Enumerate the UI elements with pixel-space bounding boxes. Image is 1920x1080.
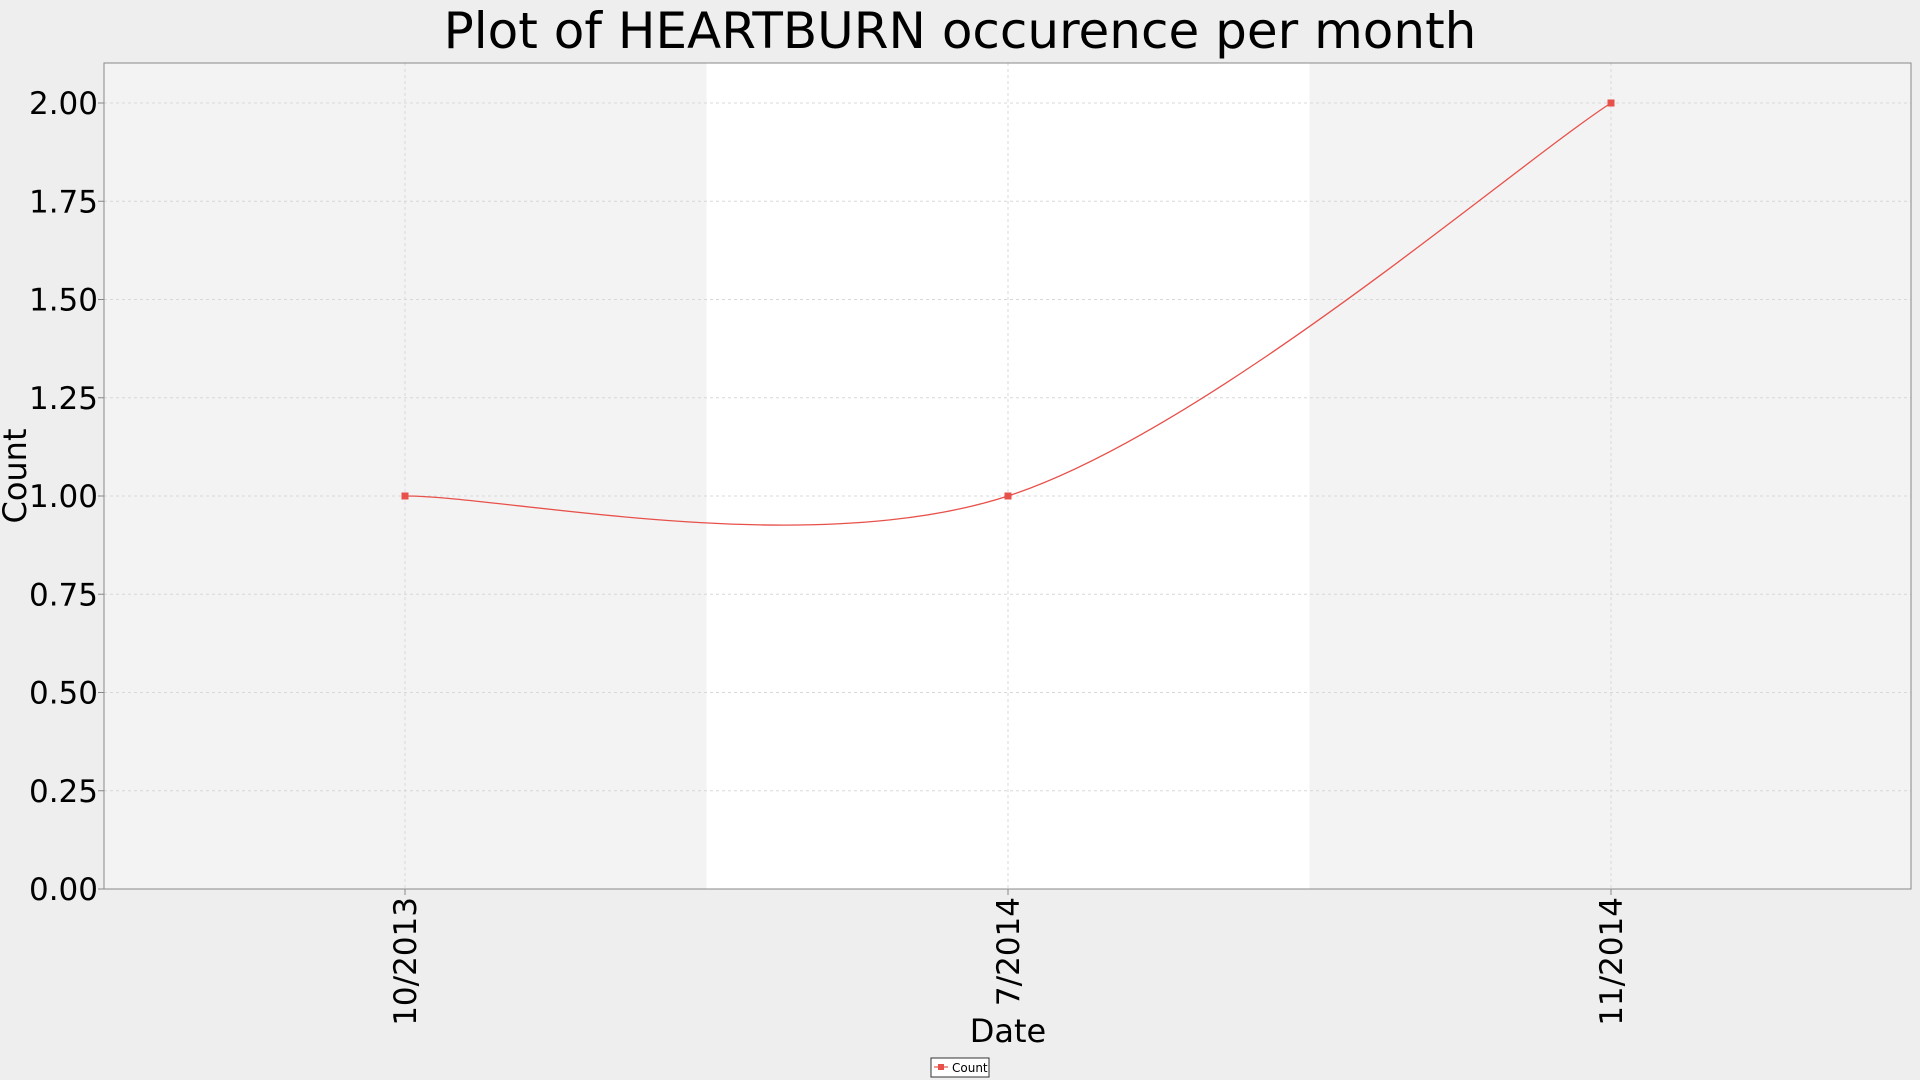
y-tick-label: 1.00 — [29, 479, 98, 515]
x-tick-label: 10/2013 — [388, 897, 424, 1026]
legend: Count — [930, 1057, 990, 1078]
y-tick-label: 1.25 — [29, 381, 98, 417]
series-line-count — [404, 102, 1612, 526]
x-axis-ticks: 10/2013 7/2014 11/2014 — [388, 889, 1630, 1026]
x-tick-label: 11/2014 — [1594, 897, 1630, 1026]
y-tick-label: 0.25 — [29, 774, 98, 810]
y-tick-label: 0.00 — [29, 872, 98, 908]
plot-band — [1309, 63, 1911, 889]
legend-swatch-marker — [938, 1064, 944, 1070]
y-axis-ticks: 0.00 0.25 0.50 0.75 1.00 1.25 1.50 1.75 2.00 — [29, 86, 104, 908]
data-point-marker — [1004, 492, 1012, 500]
x-axis-label: Date — [970, 1012, 1046, 1050]
y-tick-label: 1.50 — [29, 283, 98, 319]
x-tick-label: 7/2014 — [991, 897, 1027, 1006]
legend-box — [930, 1057, 990, 1078]
y-axis-label: Count — [0, 428, 34, 523]
y-tick-label: 0.75 — [29, 577, 98, 613]
data-point-marker — [401, 492, 409, 500]
chart-title: Plot of HEARTBURN occurence per month — [444, 2, 1477, 60]
plot-band — [104, 63, 707, 889]
plot-band — [706, 63, 1310, 889]
y-tick-label: 0.50 — [29, 676, 98, 712]
y-tick-label: 1.75 — [29, 184, 98, 220]
data-point-marker — [1607, 99, 1615, 107]
legend-item-count: Count — [952, 1061, 988, 1075]
plot-bands — [104, 63, 1911, 889]
series-layer — [401, 99, 1615, 526]
y-tick-label: 2.00 — [29, 86, 98, 122]
